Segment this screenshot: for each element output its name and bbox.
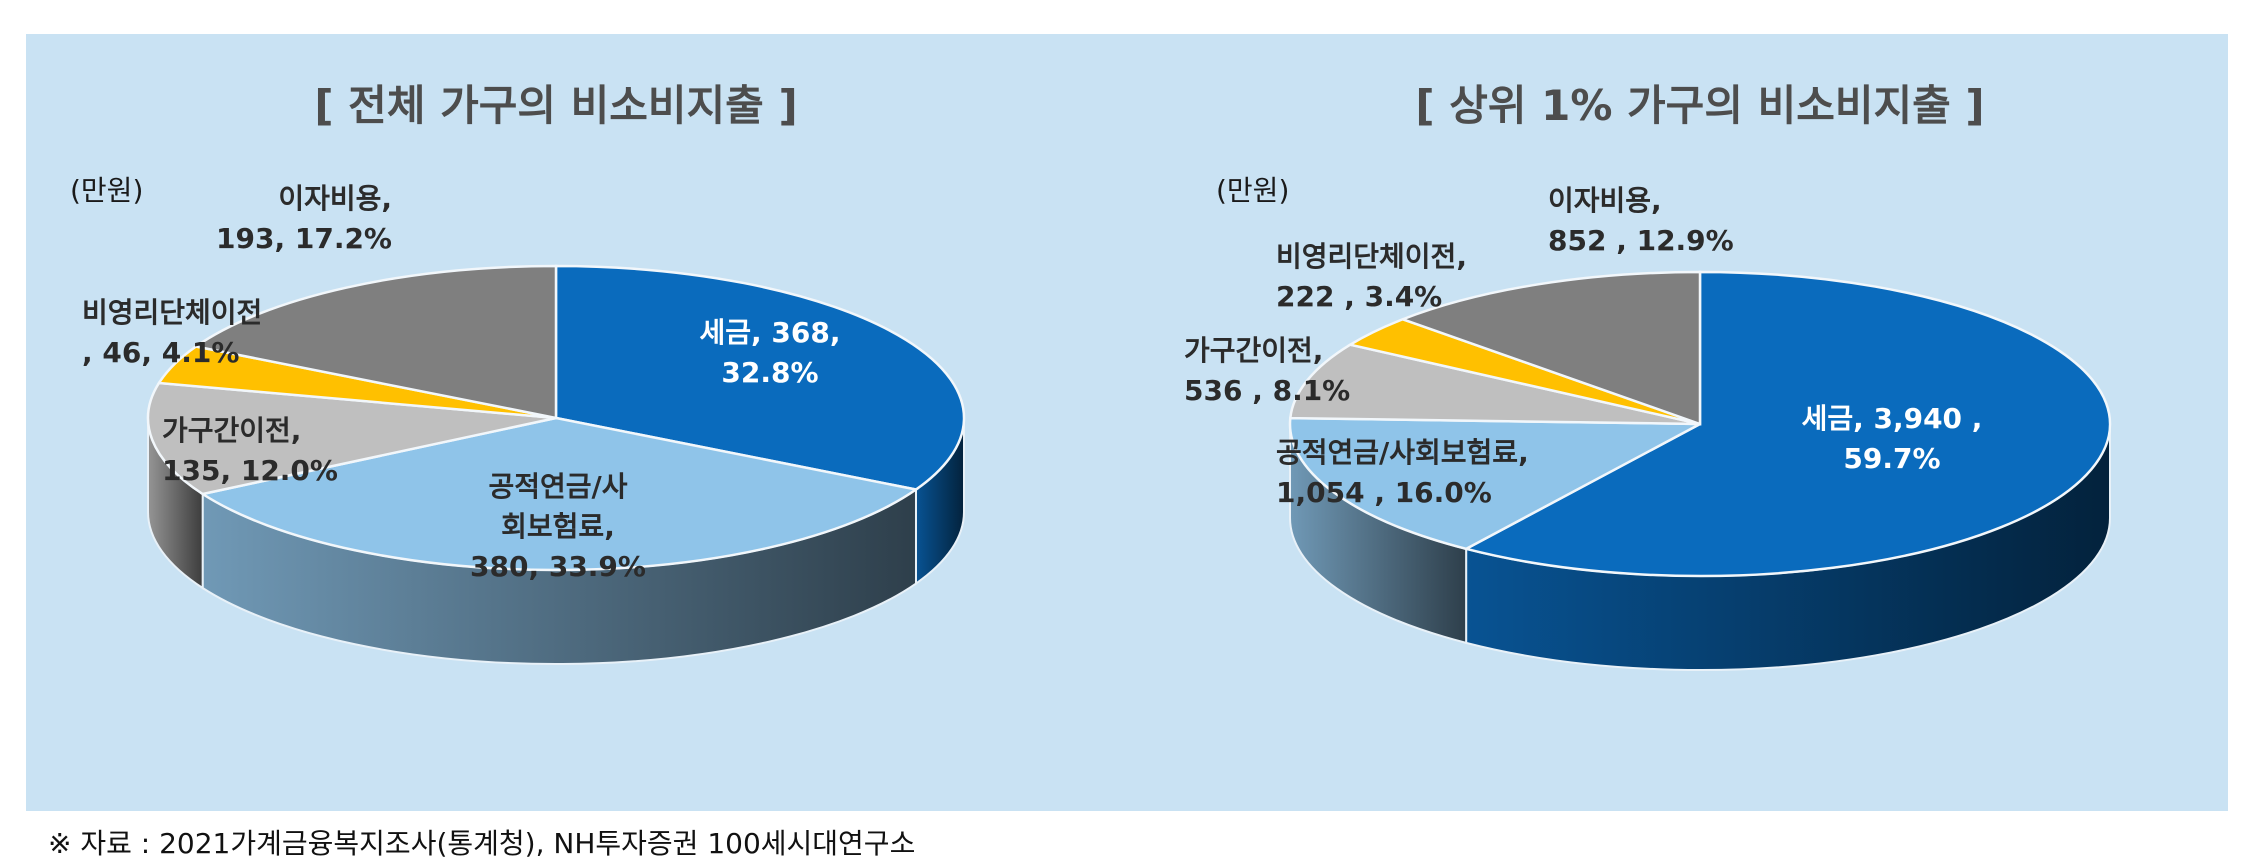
pie-slice-tax bbox=[1462, 270, 2112, 578]
unit-label: (만원) bbox=[70, 174, 143, 207]
data-label-transfer: 가구간이전, 536 , 8.1% bbox=[1184, 334, 1350, 407]
data-label-tax: 세금, 3,940 , 59.7% bbox=[1802, 402, 1983, 475]
pie-slices bbox=[1288, 270, 2112, 578]
chart-title: [ 상위 1% 가구의 비소비지출 ] bbox=[1415, 81, 1984, 130]
pie-slice-pension bbox=[1288, 416, 1701, 551]
data-label-pension: 공적연금/사회보험료, 1,054 , 16.0% bbox=[1276, 436, 1529, 509]
unit-label: (만원) bbox=[1216, 174, 1289, 207]
pie-slice-transfer bbox=[1288, 343, 1701, 426]
data-label-transfer: 가구간이전, 135, 12.0% bbox=[162, 414, 338, 487]
data-label-interest: 이자비용, 193, 17.2% bbox=[216, 182, 392, 255]
data-labels: 세금, 368, 32.8% 공적연금/사 회보험료, 380, 33.9% 가구간이전,… bbox=[82, 182, 841, 583]
data-label-interest: 이자비용, 852 , 12.9% bbox=[1548, 184, 1734, 257]
data-label-pension: 공적연금/사 회보험료, 380, 33.9% bbox=[470, 470, 646, 583]
pie-slice-interest bbox=[1399, 270, 1702, 426]
source-note: ※ 자료 : 2021가계금융복지조사(통계청), NH투자증권 100세시대연… bbox=[48, 827, 916, 860]
data-label-nonprofit: 비영리단체이전, 46, 4.1% bbox=[82, 296, 262, 369]
pie-sides bbox=[147, 417, 965, 665]
data-label-nonprofit: 비영리단체이전, 222 , 3.4% bbox=[1276, 240, 1467, 313]
pie-slice-tax bbox=[554, 264, 966, 491]
pie-slice-interest bbox=[192, 264, 558, 420]
data-label-tax: 세금, 368, 32.8% bbox=[700, 316, 841, 389]
pie-slice-transfer bbox=[146, 381, 557, 496]
pie-chart-1: [ 전체 가구의 비소비지출 ] (만원) 세금, 368, 32.8% 공적연금/사 회… bbox=[70, 81, 966, 665]
pie-chart-2: [ 상위 1% 가구의 비소비지출 ] (만원) 세금, 3,940 , 59.7% 공… bbox=[1184, 81, 2112, 671]
pie-slices bbox=[146, 264, 966, 572]
data-labels: 세금, 3,940 , 59.7% 공적연금/사회보험료, 1,054 , 16.0%… bbox=[1184, 184, 1982, 509]
chart-title: [ 전체 가구의 비소비지출 ] bbox=[314, 81, 797, 130]
